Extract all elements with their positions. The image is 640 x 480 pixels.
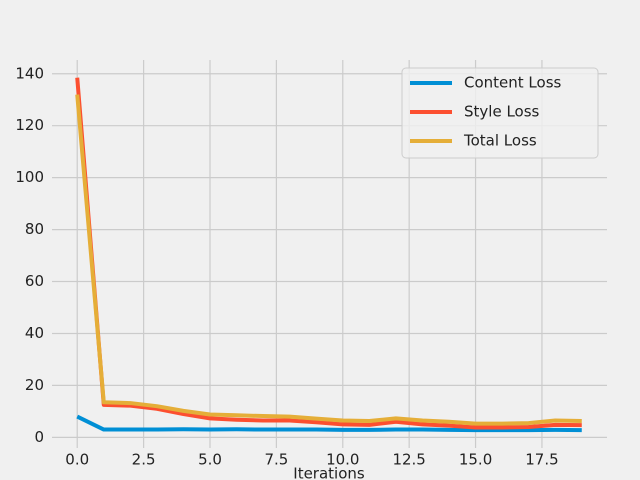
y-tick-label: 0 <box>34 428 44 446</box>
x-tick-label: 7.5 <box>264 451 288 469</box>
legend-label: Style Loss <box>464 103 540 121</box>
y-tick-label: 100 <box>15 168 44 186</box>
y-tick-label: 80 <box>25 220 44 238</box>
data-line <box>75 77 582 430</box>
legend-label: Content Loss <box>464 74 562 92</box>
legend-box <box>401 67 599 159</box>
x-tick-label: 15.0 <box>459 451 492 469</box>
x-tick-label: 0.0 <box>65 451 89 469</box>
x-tick-label: 2.5 <box>132 451 156 469</box>
y-tick-label: 20 <box>25 376 44 394</box>
y-tick-label: 40 <box>25 324 44 342</box>
y-tick-label: 120 <box>15 116 44 134</box>
y-tick-label: 60 <box>25 272 44 290</box>
data-line <box>75 94 582 426</box>
legend-label: Total Loss <box>463 132 537 150</box>
x-tick-label: 5.0 <box>198 451 222 469</box>
x-axis-label: Iterations <box>293 465 365 480</box>
x-tick-label: 12.5 <box>392 451 425 469</box>
data-line <box>76 414 582 433</box>
x-tick-label: 17.5 <box>525 451 558 469</box>
x-tick-label: 10.0 <box>326 451 359 469</box>
y-tick-label: 140 <box>15 64 44 82</box>
